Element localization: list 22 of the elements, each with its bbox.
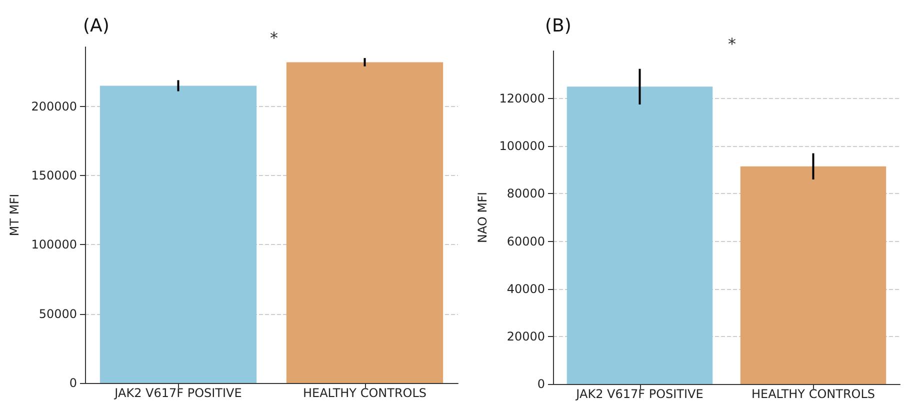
y-tick-label: 150000 bbox=[31, 168, 77, 183]
y-tick-label: 200000 bbox=[31, 99, 77, 114]
y-tick-label: 80000 bbox=[506, 186, 545, 201]
y-tick-label: 20000 bbox=[506, 329, 545, 344]
x-tick-label: HEALTHY CONTROLS bbox=[751, 387, 876, 401]
y-tick-label: 120000 bbox=[499, 92, 545, 106]
y-axis-title: MT MFI bbox=[7, 194, 22, 236]
y-tick-label: 100000 bbox=[499, 139, 545, 154]
y-tick-label: 0 bbox=[537, 377, 545, 391]
y-axis-title: NAO MFI bbox=[475, 192, 490, 244]
x-tick-label: JAK2 V617F POSITIVE bbox=[575, 387, 704, 401]
y-tick-label: 0 bbox=[69, 376, 77, 390]
y-tick-label: 50000 bbox=[38, 306, 77, 321]
y-tick-label: 60000 bbox=[506, 234, 545, 248]
x-tick-label: JAK2 V617F POSITIVE bbox=[114, 386, 242, 400]
y-tick-label: 40000 bbox=[506, 282, 545, 296]
chart-title: (A) bbox=[83, 16, 110, 36]
annotation: * bbox=[728, 34, 736, 54]
chart-title: (B) bbox=[545, 16, 572, 36]
x-tick-label: HEALTHY CONTROLS bbox=[302, 386, 427, 400]
annotation: * bbox=[270, 28, 278, 48]
y-tick-label: 100000 bbox=[31, 238, 77, 252]
